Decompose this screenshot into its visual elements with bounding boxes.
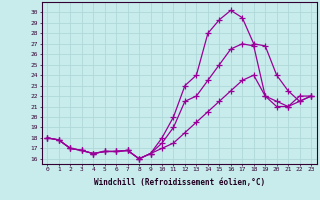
X-axis label: Windchill (Refroidissement éolien,°C): Windchill (Refroidissement éolien,°C) xyxy=(94,178,265,187)
